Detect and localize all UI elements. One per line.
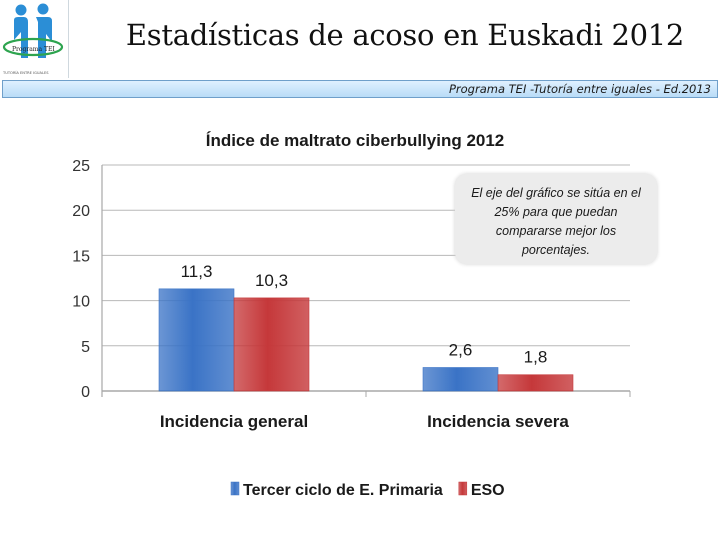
data-label: 2,6 [449, 340, 473, 359]
y-tick-label: 10 [72, 294, 90, 311]
header-subtitle: Programa TEI -Tutoría entre iguales - Ed… [448, 82, 711, 96]
legend-swatch [230, 481, 240, 496]
y-tick-label: 0 [81, 384, 90, 401]
legend-swatch [458, 481, 468, 496]
legend-label: Tercer ciclo de E. Primaria [243, 482, 443, 499]
bar [158, 288, 235, 392]
logo-figure-left [14, 17, 28, 58]
logo-ring [2, 37, 64, 57]
x-tick-label: Incidencia general [160, 412, 308, 431]
y-tick-label: 5 [81, 339, 90, 356]
logo-figure-right [36, 17, 52, 58]
legend-label: ESO [471, 482, 505, 499]
data-label: 10,3 [255, 271, 288, 290]
bar [233, 297, 310, 392]
logo-head-right [37, 3, 49, 15]
logo-text: Programa TEI [12, 46, 55, 53]
axis-note-text: El eje del gráfico se sitúa en el 25% pa… [471, 186, 641, 257]
y-tick-label: 15 [72, 248, 90, 265]
slide-title: Estadísticas de acoso en Euskadi 2012 [125, 18, 685, 52]
programa-tei-logo: Programa TEI TUTORÍA ENTRE IGUALES [2, 3, 64, 75]
chart-title: Índice de maltrato ciberbullying 2012 [206, 131, 505, 150]
y-tick-label: 25 [72, 158, 90, 175]
header-bar: Programa TEI -Tutoría entre iguales - Ed… [2, 80, 718, 98]
header-divider [68, 0, 69, 78]
x-tick-label: Incidencia severa [427, 412, 569, 431]
ciberbullying-chart: Índice de maltrato ciberbullying 2012 0 5 1… [72, 131, 631, 499]
logo-head-left [15, 4, 27, 16]
axis-note-box: El eje del gráfico se sitúa en el 25% pa… [455, 174, 657, 264]
bar [497, 374, 574, 392]
data-label: 11,3 [181, 262, 213, 281]
bar [422, 367, 499, 392]
logo-caption: TUTORÍA ENTRE IGUALES [2, 70, 49, 75]
data-label: 1,8 [524, 348, 548, 367]
y-tick-label: 20 [72, 203, 90, 220]
